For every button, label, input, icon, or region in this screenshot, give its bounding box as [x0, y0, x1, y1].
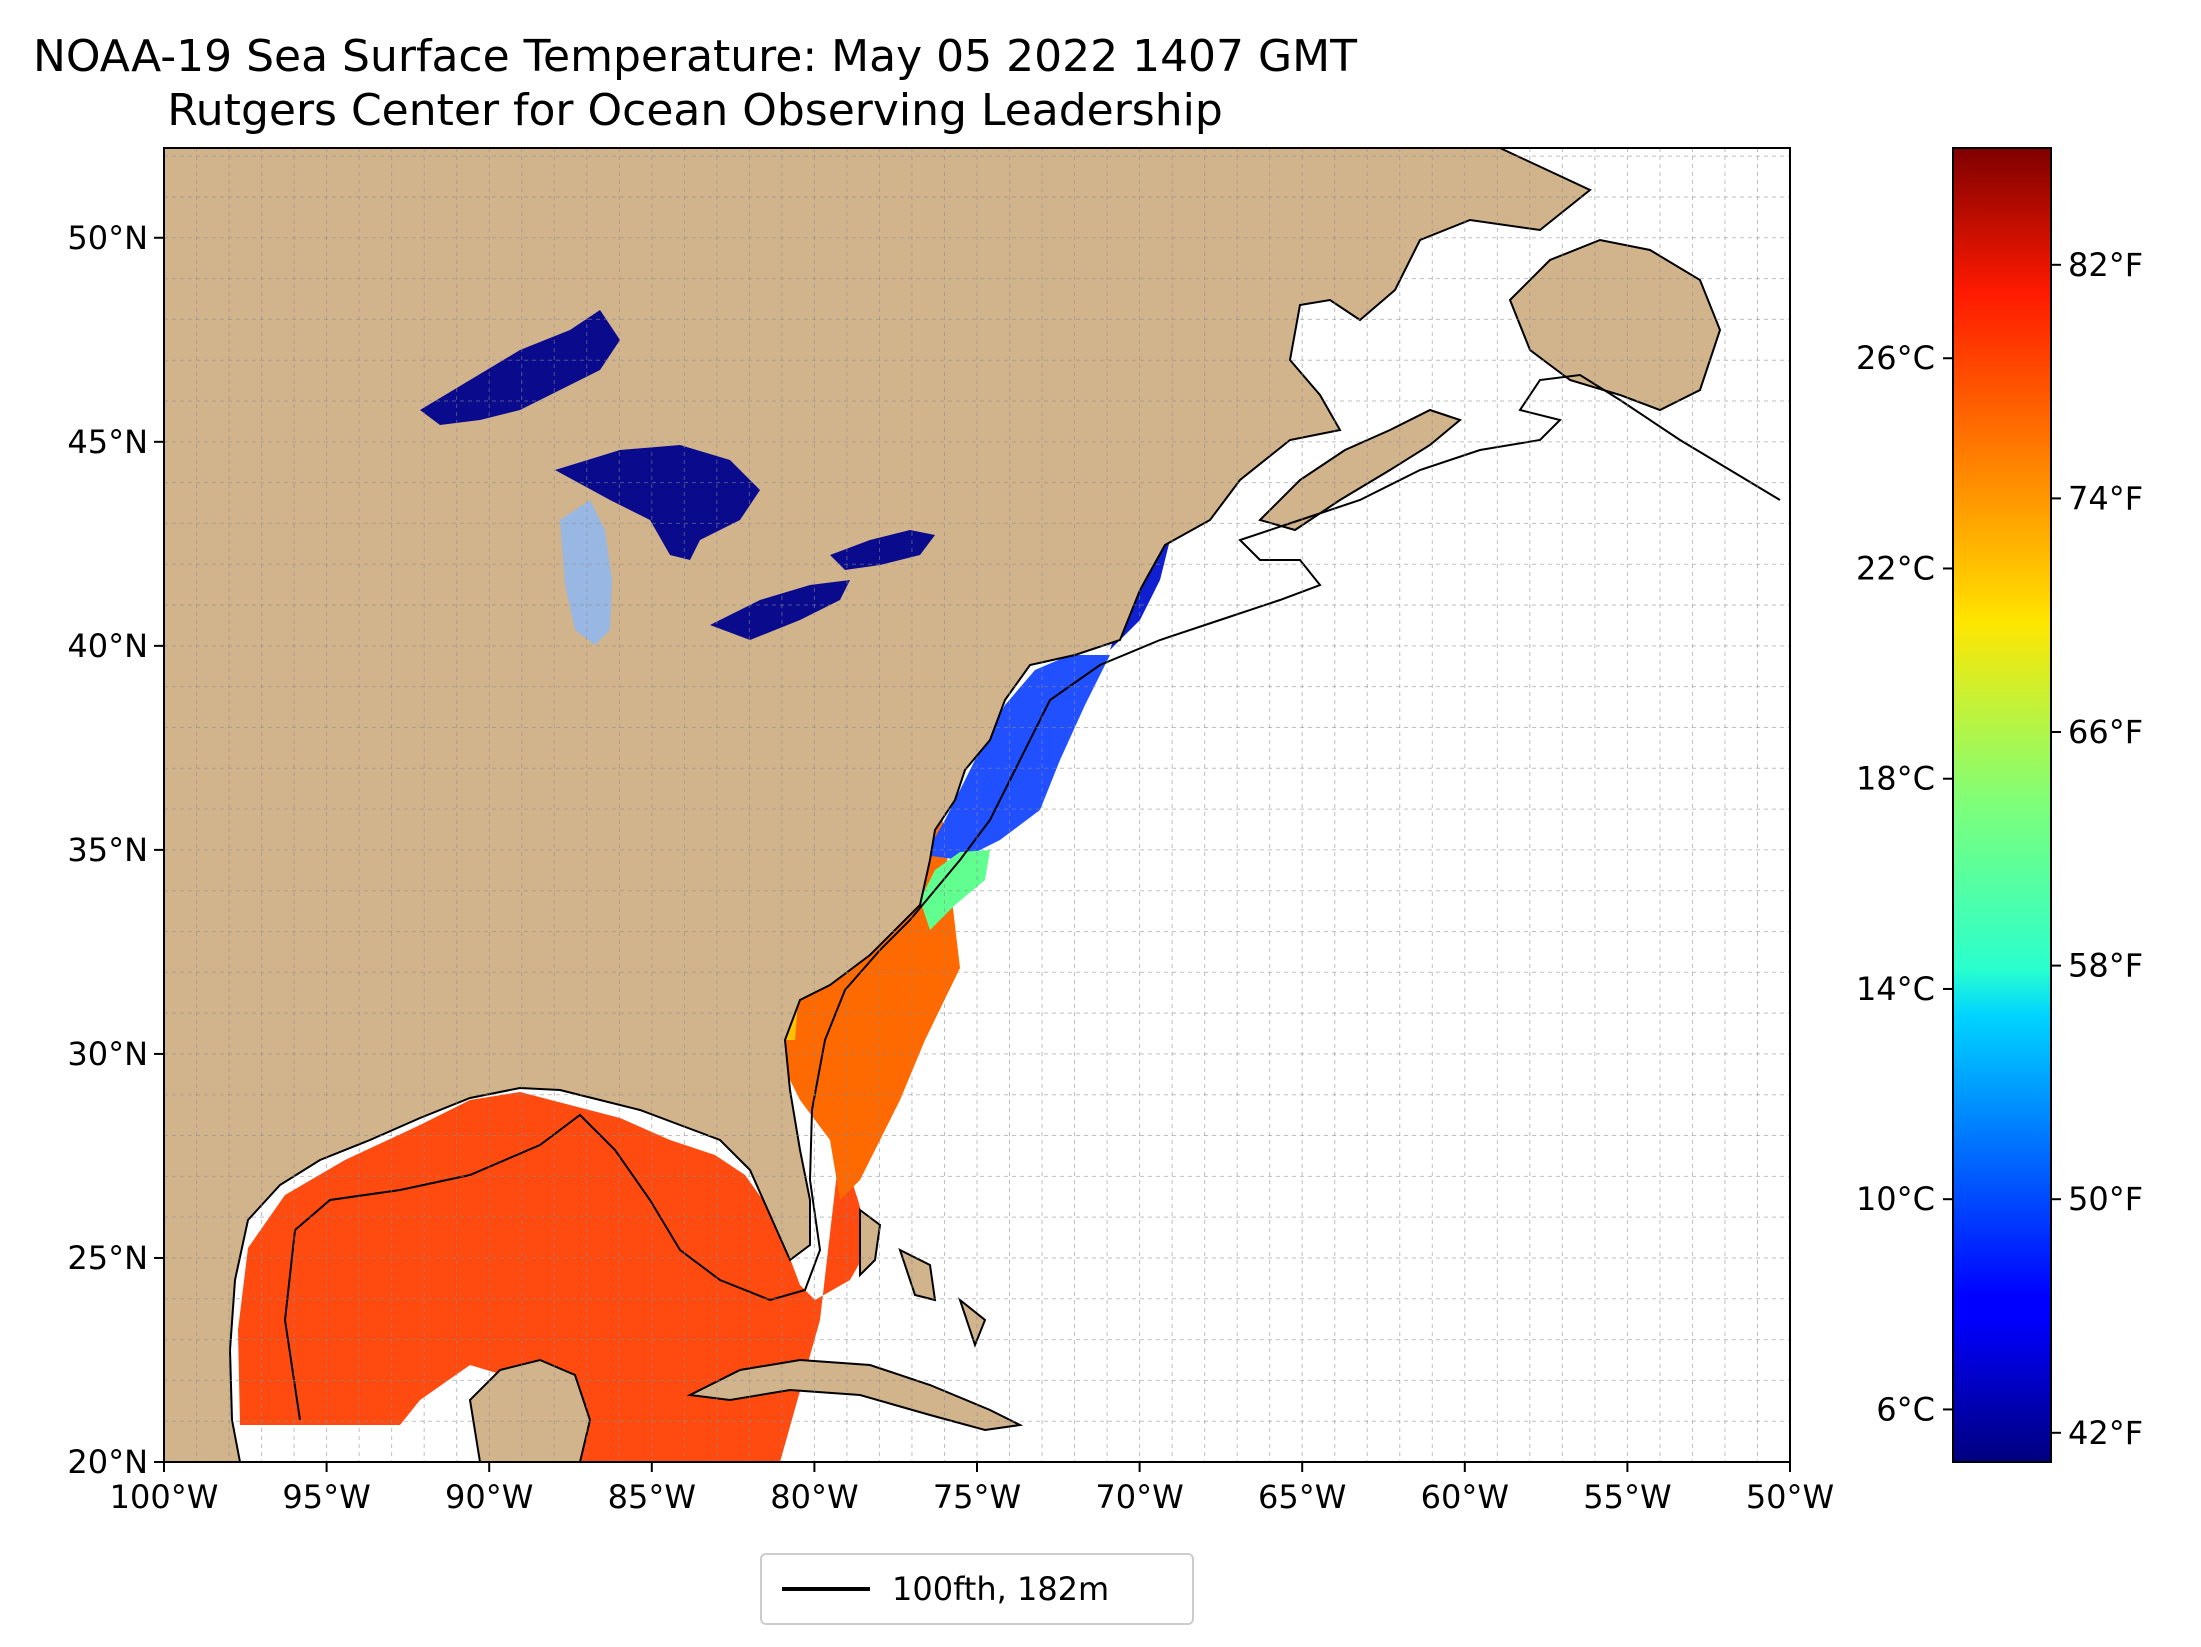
- lon-tick-label: 70°W: [1095, 1478, 1183, 1516]
- colorbar: [1952, 147, 2052, 1463]
- land-cuba: [686, 1358, 1024, 1432]
- celsius-tick-label: 10°C: [1856, 1180, 1935, 1218]
- lat-tick-label: 45°N: [67, 423, 148, 461]
- celsius-tick-label: 6°C: [1876, 1390, 1935, 1428]
- lake-michigan: [560, 500, 612, 645]
- lat-tick-label: 35°N: [67, 831, 148, 869]
- fahrenheit-tick-label: 74°F: [2068, 479, 2143, 517]
- land-north-america: [164, 148, 1592, 1462]
- isobath-100fth-atlantic: [809, 373, 1781, 1181]
- celsius-tick-label: 22°C: [1856, 549, 1935, 587]
- legend: 100fth, 182m: [760, 1553, 1194, 1625]
- isobath-100fth-gulf: [283, 1113, 822, 1421]
- fahrenheit-tick-label: 66°F: [2068, 713, 2143, 751]
- lat-tick-label: 20°N: [67, 1443, 148, 1481]
- latitude-axis: 20°N 25°N 30°N 35°N 40°N 45°N 50°N: [67, 219, 164, 1481]
- colorbar-fahrenheit-axis: 42°F 50°F 58°F 66°F 74°F 82°F: [2051, 246, 2143, 1452]
- lat-tick-label: 30°N: [67, 1035, 148, 1073]
- lake-ontario: [830, 530, 935, 570]
- lat-tick-label: 50°N: [67, 219, 148, 257]
- lon-tick-label: 100°W: [110, 1478, 219, 1516]
- lon-tick-label: 85°W: [608, 1478, 696, 1516]
- land-yucatan: [468, 1358, 592, 1462]
- lat-tick-label: 40°N: [67, 627, 148, 665]
- land-bahamas: [859, 1208, 987, 1348]
- title-line-1: NOAA-19 Sea Surface Temperature: May 05 …: [33, 31, 1357, 82]
- colorbar-celsius-axis: 6°C 10°C 14°C 18°C 22°C 26°C: [1856, 339, 1953, 1428]
- lon-tick-label: 80°W: [770, 1478, 858, 1516]
- land-nova-scotia: [1258, 408, 1463, 532]
- lon-tick-label: 60°W: [1421, 1478, 1509, 1516]
- lake-erie: [710, 580, 850, 640]
- celsius-tick-label: 26°C: [1856, 339, 1935, 377]
- lon-tick-label: 50°W: [1746, 1478, 1834, 1516]
- sst-swath-gulf-of-mexico: [238, 880, 905, 1462]
- lat-tick-label: 25°N: [67, 1239, 148, 1277]
- longitude-axis: 100°W 95°W 90°W 85°W 80°W 75°W 70°W 65°W 60°W 55°…: [110, 1462, 1834, 1516]
- fahrenheit-tick-label: 50°F: [2068, 1180, 2143, 1218]
- fahrenheit-tick-label: 42°F: [2068, 1414, 2143, 1452]
- map-title: NOAA-19 Sea Surface Temperature: May 05 …: [0, 30, 1390, 138]
- lon-tick-label: 55°W: [1583, 1478, 1671, 1516]
- graticule: [164, 148, 1790, 1462]
- sst-swath-mid-atlantic: [925, 655, 1110, 860]
- fahrenheit-tick-label: 82°F: [2068, 246, 2143, 284]
- celsius-tick-label: 14°C: [1856, 970, 1935, 1008]
- lake-huron: [555, 445, 760, 560]
- lake-superior: [420, 310, 620, 425]
- fahrenheit-tick-label: 58°F: [2068, 947, 2143, 985]
- lon-tick-label: 75°W: [933, 1478, 1021, 1516]
- lon-tick-label: 90°W: [445, 1478, 533, 1516]
- celsius-tick-label: 18°C: [1856, 760, 1935, 798]
- lon-tick-label: 65°W: [1258, 1478, 1346, 1516]
- legend-label: 100fth, 182m: [892, 1570, 1110, 1608]
- legend-isobath-line: [782, 1587, 870, 1591]
- sst-swath-carolina-green: [920, 850, 990, 930]
- lon-tick-label: 95°W: [282, 1478, 370, 1516]
- title-line-2: Rutgers Center for Ocean Observing Leade…: [167, 85, 1223, 136]
